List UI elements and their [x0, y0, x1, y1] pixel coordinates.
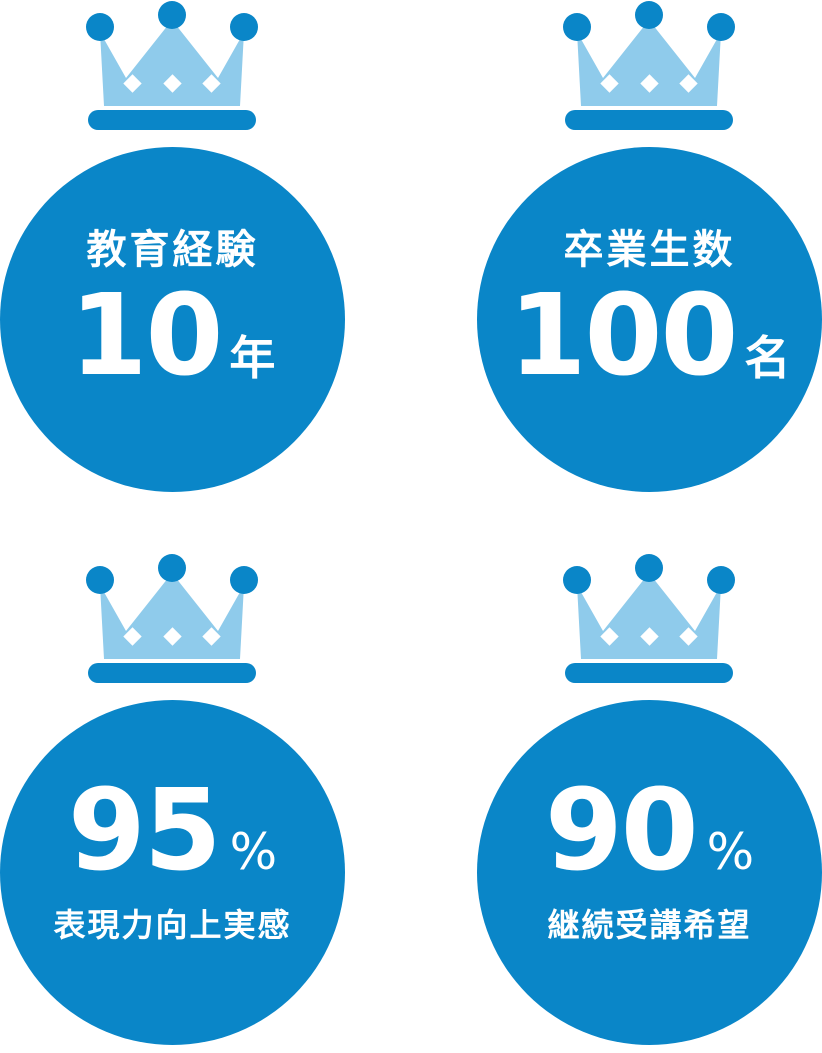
badge-unit: 名 — [744, 330, 791, 385]
medal-circle: 卒業生数 100 名 — [477, 147, 822, 492]
badge-value: 95 — [67, 765, 222, 896]
badge-value-row: 10 年 — [70, 280, 276, 392]
badge-value: 100 — [508, 270, 739, 401]
badge-label: 継続受講希望 — [547, 905, 752, 944]
badge-value-row: 100 名 — [509, 280, 791, 392]
badge-graduates: 卒業生数 100 名 — [477, 0, 822, 500]
crown-icon — [563, 553, 735, 685]
badge-unit: % — [229, 822, 278, 881]
badge-unit: % — [706, 822, 755, 881]
crown-icon — [86, 553, 258, 685]
medal-circle: 95 % 表現力向上実感 — [0, 700, 345, 1045]
badge-label: 教育経験 — [86, 226, 259, 273]
badge-label: 表現力向上実感 — [53, 905, 292, 944]
badge-unit: 年 — [229, 330, 276, 385]
medal-circle: 教育経験 10 年 — [0, 147, 345, 492]
medal-circle: 90 % 継続受講希望 — [477, 700, 822, 1045]
crown-icon — [563, 0, 735, 132]
crown-icon — [86, 0, 258, 132]
badge-value-row: 95 % — [68, 775, 277, 887]
badge-teaching-experience: 教育経験 10 年 — [0, 0, 345, 500]
badge-continuation-wish: 90 % 継続受講希望 — [477, 553, 822, 1053]
badge-label: 卒業生数 — [563, 226, 736, 273]
badge-value-row: 90 % — [545, 775, 754, 887]
badge-value: 90 — [544, 765, 699, 896]
badge-value: 10 — [69, 270, 224, 401]
badge-expression-improvement: 95 % 表現力向上実感 — [0, 553, 345, 1053]
